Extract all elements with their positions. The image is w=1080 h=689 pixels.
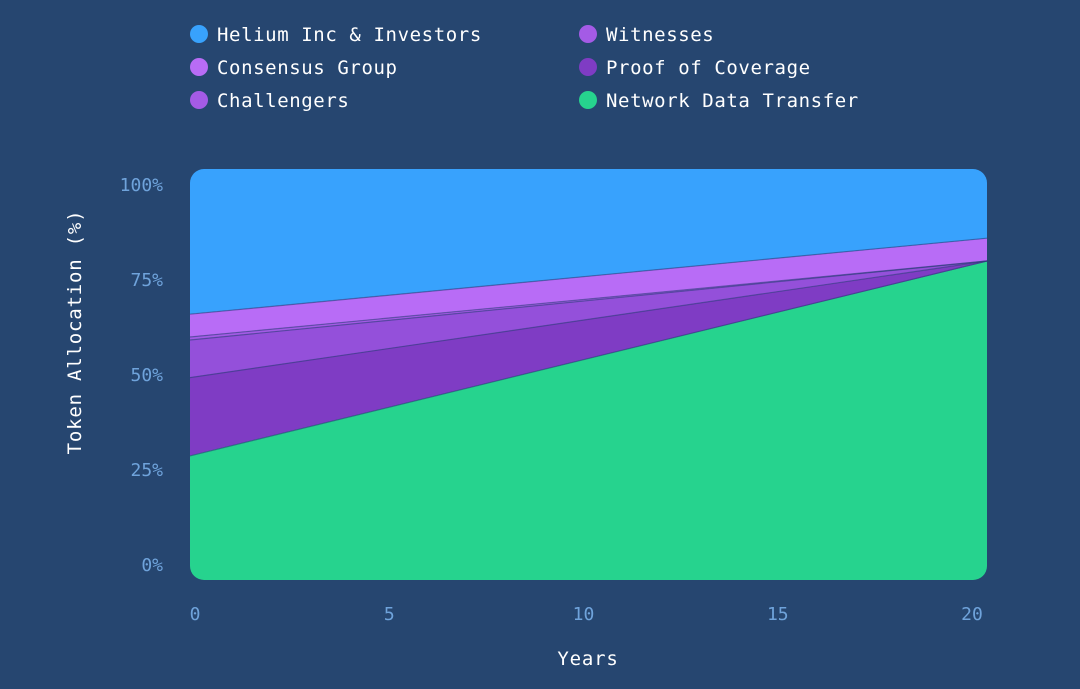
legend-swatch xyxy=(190,91,208,109)
boundary-witnesses xyxy=(190,260,987,338)
legend-label: Network Data Transfer xyxy=(606,90,859,112)
area-helium-inc-and-investors xyxy=(190,169,987,315)
legend-label: Challengers xyxy=(217,90,349,112)
y-tick-label: 0% xyxy=(141,555,163,576)
legend: Helium Inc & Investors Witnesses Consensus… xyxy=(190,24,859,112)
legend-label: Witnesses xyxy=(606,24,714,46)
y-axis-ticks: 100% 75% 50% 25% 0% xyxy=(120,175,164,576)
y-tick-label: 50% xyxy=(130,365,163,386)
series-boundaries xyxy=(190,237,987,457)
x-tick-label: 5 xyxy=(384,604,395,625)
legend-swatch xyxy=(190,25,208,43)
x-tick-label: 15 xyxy=(767,604,789,625)
area-network-data-transfer xyxy=(190,261,987,580)
legend-swatch xyxy=(579,58,597,76)
stacked-areas xyxy=(190,169,987,580)
boundary-consensus-group xyxy=(190,237,987,315)
y-axis-title: Token Allocation (%) xyxy=(64,210,86,455)
legend-item-consensus-group: Consensus Group xyxy=(190,57,398,79)
legend-swatch xyxy=(190,58,208,76)
x-tick-label: 0 xyxy=(190,604,201,625)
legend-label: Helium Inc & Investors xyxy=(217,24,482,46)
legend-label: Consensus Group xyxy=(217,57,398,79)
legend-item-proof-of-coverage: Proof of Coverage xyxy=(579,57,811,79)
legend-item-challengers: Challengers xyxy=(190,90,349,112)
x-axis-ticks: 0 5 10 15 20 xyxy=(190,604,983,625)
x-tick-label: 10 xyxy=(573,604,595,625)
legend-item-witnesses: Witnesses xyxy=(579,24,714,46)
y-tick-label: 25% xyxy=(130,460,163,481)
legend-swatch xyxy=(579,25,597,43)
y-tick-label: 75% xyxy=(130,270,163,291)
y-tick-label: 100% xyxy=(120,175,164,196)
legend-swatch xyxy=(579,91,597,109)
x-axis-title: Years xyxy=(557,648,618,670)
x-tick-label: 20 xyxy=(961,604,983,625)
boundary-proof-of-coverage xyxy=(190,260,987,379)
legend-item-network-data-transfer: Network Data Transfer xyxy=(579,90,859,112)
legend-label: Proof of Coverage xyxy=(606,57,811,79)
legend-item-helium-inc-and-investors: Helium Inc & Investors xyxy=(190,24,482,46)
boundary-network-data-transfer xyxy=(190,260,987,457)
area-consensus-group xyxy=(190,238,987,337)
